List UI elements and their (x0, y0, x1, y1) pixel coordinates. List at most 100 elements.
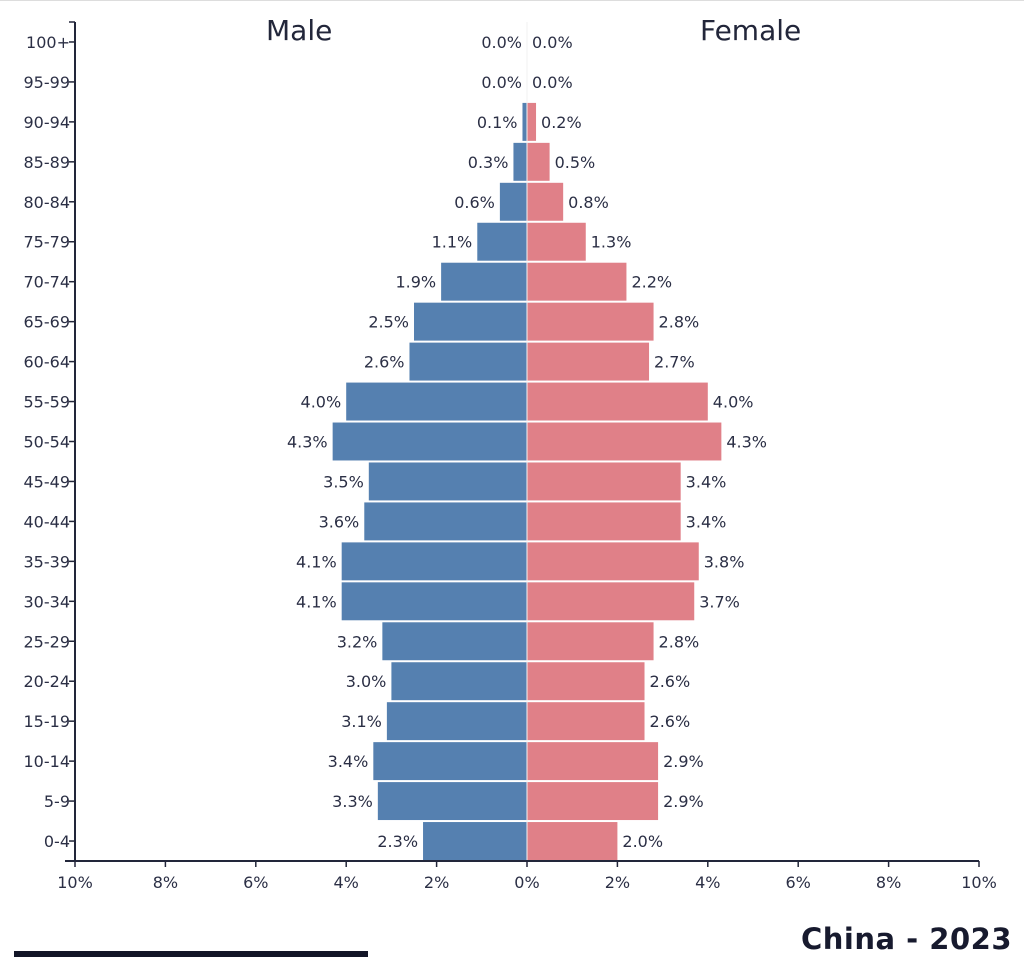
male-value-label: 3.4% (328, 752, 369, 771)
female-bar-55-59 (527, 382, 708, 421)
female-bar-15-19 (527, 702, 645, 741)
female-value-label: 2.8% (659, 632, 700, 651)
female-bar-90-94 (527, 102, 537, 141)
female-value-label: 0.8% (568, 193, 609, 212)
y-tick-label: 60-64 (24, 353, 71, 372)
male-value-label: 1.9% (395, 273, 436, 292)
male-bar-10-14 (373, 742, 527, 781)
male-value-label: 0.0% (481, 33, 522, 52)
female-bar-65-69 (527, 302, 654, 341)
female-value-label: 2.6% (650, 672, 691, 691)
male-value-label: 0.1% (477, 113, 518, 132)
male-bar-90-94 (522, 102, 527, 141)
female-side-title: Female (700, 14, 802, 47)
male-value-label: 3.0% (346, 672, 387, 691)
top-border (0, 0, 1024, 1)
x-tick-label: 6% (243, 873, 268, 892)
x-tick-label: 10% (961, 873, 997, 892)
x-tick-label: 8% (153, 873, 178, 892)
male-value-label: 3.1% (341, 712, 382, 731)
male-value-label: 0.3% (468, 153, 509, 172)
male-value-label: 4.1% (296, 592, 337, 611)
male-value-label: 3.2% (337, 632, 378, 651)
y-tick-label: 55-59 (24, 393, 71, 412)
male-bar-15-19 (386, 702, 527, 741)
female-value-label: 2.0% (622, 832, 663, 851)
footer-bar (14, 951, 368, 957)
female-value-label: 4.0% (713, 393, 754, 412)
y-tick-label: 20-24 (24, 672, 71, 691)
x-tick-label: 0% (514, 873, 539, 892)
y-tick-label: 10-14 (24, 752, 71, 771)
y-tick-label: 25-29 (24, 632, 71, 651)
y-tick-label: 35-39 (24, 552, 71, 571)
male-bar-40-44 (364, 502, 527, 541)
female-bar-25-29 (527, 622, 654, 661)
female-value-label: 2.7% (654, 353, 695, 372)
female-bar-60-64 (527, 342, 650, 381)
female-bar-0-4 (527, 822, 618, 860)
female-bar-45-49 (527, 462, 681, 501)
female-value-label: 0.0% (532, 73, 573, 92)
female-value-label: 2.2% (631, 273, 672, 292)
female-value-label: 2.9% (663, 752, 704, 771)
female-bar-85-89 (527, 142, 550, 181)
y-tick-label: 85-89 (24, 153, 71, 172)
male-side-title: Male (266, 14, 333, 47)
y-tick-label: 95-99 (24, 73, 71, 92)
female-bar-50-54 (527, 422, 722, 461)
female-value-label: 0.0% (532, 33, 573, 52)
female-value-label: 3.7% (699, 592, 740, 611)
x-tick-label: 4% (334, 873, 359, 892)
male-bar-60-64 (409, 342, 527, 381)
female-bar-70-74 (527, 262, 627, 301)
y-tick-label: 0-4 (44, 832, 70, 851)
y-tick-label: 100+ (26, 33, 70, 52)
female-bar-10-14 (527, 742, 659, 781)
female-value-label: 3.4% (686, 512, 727, 531)
female-value-label: 2.6% (650, 712, 691, 731)
male-bar-35-39 (341, 542, 527, 581)
male-value-label: 2.5% (368, 313, 409, 332)
male-value-label: 4.1% (296, 552, 337, 571)
male-bar-0-4 (423, 822, 527, 860)
female-bar-40-44 (527, 502, 681, 541)
y-tick-label: 80-84 (24, 193, 71, 212)
y-tick-label: 90-94 (24, 113, 71, 132)
female-bar-5-9 (527, 782, 659, 821)
male-value-label: 2.3% (377, 832, 418, 851)
male-value-label: 0.6% (454, 193, 495, 212)
x-tick-label: 8% (876, 873, 901, 892)
y-tick-label: 30-34 (24, 592, 71, 611)
x-tick-label: 6% (786, 873, 811, 892)
male-value-label: 1.1% (432, 233, 473, 252)
female-value-label: 3.4% (686, 472, 727, 491)
y-tick-label: 40-44 (24, 512, 71, 531)
chart-title: China - 2023 (800, 922, 1012, 956)
male-bar-85-89 (513, 142, 527, 181)
x-tick-label: 10% (57, 873, 93, 892)
male-value-label: 3.3% (332, 792, 373, 811)
male-bar-20-24 (391, 662, 527, 701)
female-bar-30-34 (527, 582, 695, 621)
y-tick-label: 15-19 (24, 712, 71, 731)
female-value-label: 0.2% (541, 113, 582, 132)
x-tick-label: 4% (695, 873, 720, 892)
male-bar-65-69 (414, 302, 527, 341)
y-tick-label: 50-54 (24, 433, 71, 452)
y-tick-label: 45-49 (24, 472, 71, 491)
male-bar-50-54 (332, 422, 527, 461)
y-tick-label: 65-69 (24, 313, 71, 332)
y-tick-label: 5-9 (44, 792, 70, 811)
female-value-label: 2.8% (659, 313, 700, 332)
male-value-label: 3.6% (319, 512, 360, 531)
male-bar-80-84 (499, 182, 527, 221)
female-bar-20-24 (527, 662, 645, 701)
male-bar-55-59 (346, 382, 527, 421)
male-bar-5-9 (377, 782, 527, 821)
x-tick-label: 2% (605, 873, 630, 892)
female-value-label: 2.9% (663, 792, 704, 811)
female-bar-35-39 (527, 542, 699, 581)
x-tick-label: 2% (424, 873, 449, 892)
